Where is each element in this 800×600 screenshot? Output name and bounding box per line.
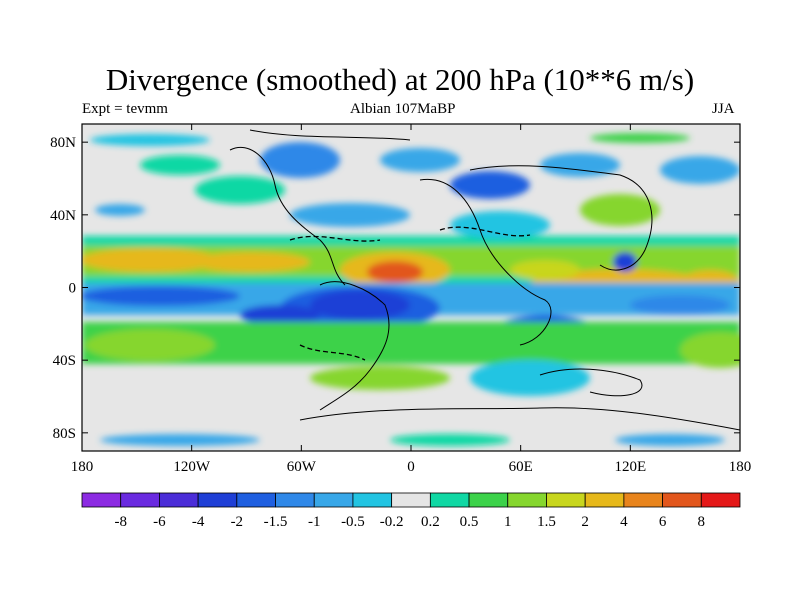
colorbar-label: -2 bbox=[231, 514, 244, 530]
coast-samerica bbox=[319, 281, 390, 411]
lon-label: 60W bbox=[287, 459, 317, 475]
colorbar-swatch bbox=[275, 492, 315, 508]
colorbar-label: -6 bbox=[153, 514, 166, 530]
field-nlat-b bbox=[590, 133, 690, 143]
lon-label: 120E bbox=[614, 459, 646, 475]
field-nmid-h bbox=[580, 194, 660, 226]
colorbar-swatch bbox=[159, 492, 199, 508]
coast-eurasia bbox=[469, 165, 653, 271]
coast-africa bbox=[419, 178, 552, 346]
period-label: Albian 107MaBP bbox=[350, 101, 456, 117]
shelf-line-c bbox=[299, 344, 366, 361]
field-nmid-i bbox=[660, 156, 740, 184]
field-nlat-a bbox=[90, 134, 210, 146]
colorbar-label: -0.5 bbox=[341, 514, 365, 530]
shelf-lines bbox=[289, 226, 531, 361]
field-conv-westpac bbox=[630, 295, 730, 315]
colorbar-label: 2 bbox=[581, 514, 589, 530]
coast-antarctica bbox=[299, 407, 740, 431]
colorbar-swatch bbox=[584, 492, 625, 508]
colorbar-swatch bbox=[197, 492, 238, 508]
coast-arctic bbox=[249, 129, 411, 141]
colorbar-swatch bbox=[468, 492, 509, 508]
colorbar-swatch bbox=[700, 492, 741, 508]
colorbar-swatch bbox=[662, 492, 702, 508]
field-nmid-a bbox=[140, 155, 220, 175]
field-nmid-e bbox=[540, 153, 620, 177]
field-nmid-g bbox=[290, 203, 410, 227]
lon-label: 180 bbox=[71, 459, 94, 475]
coastlines bbox=[229, 129, 740, 431]
season-label: JJA bbox=[712, 101, 735, 117]
field-layer bbox=[82, 129, 740, 446]
experiment-label: Expt = tevmm bbox=[82, 101, 168, 117]
colorbar-label: -1.5 bbox=[264, 514, 288, 530]
field-itcz-pacific bbox=[82, 248, 220, 272]
latitude-axis: 80N 40N 0 40S 80S bbox=[50, 135, 740, 442]
field-ssub-a bbox=[85, 329, 215, 361]
colorbar-label: 8 bbox=[698, 514, 706, 530]
colorbar-swatch bbox=[507, 492, 547, 508]
field-slat-b bbox=[390, 434, 510, 446]
colorbar: -8 -6 -4 -2 -1.5 -1 -0.5 -0.2 0.2 0.5 1 1.5 2 4 6 8 bbox=[81, 492, 741, 530]
coast-namerica bbox=[229, 147, 346, 286]
field-conv-core-a bbox=[310, 290, 410, 320]
shelf-line-a bbox=[289, 235, 381, 242]
lon-label: 60E bbox=[509, 459, 533, 475]
field-nmid-k bbox=[613, 252, 637, 272]
colorbar-swatch bbox=[352, 492, 393, 508]
field-max-atlantic bbox=[367, 261, 423, 283]
lat-label: 40S bbox=[53, 353, 76, 369]
field-ssub-c bbox=[470, 360, 590, 396]
field-ssub-d bbox=[310, 366, 450, 390]
colorbar-label: -1 bbox=[308, 514, 321, 530]
colorbar-label: -4 bbox=[192, 514, 205, 530]
colorbar-label: -0.2 bbox=[380, 514, 404, 530]
colorbar-label: 0.2 bbox=[421, 514, 440, 530]
lat-label: 40N bbox=[50, 208, 76, 224]
colorbar-label: 1 bbox=[504, 514, 512, 530]
colorbar-swatch bbox=[623, 492, 663, 508]
colorbar-swatch bbox=[81, 492, 122, 508]
field-itcz-epacific bbox=[190, 252, 310, 272]
colorbar-label: 0.5 bbox=[460, 514, 479, 530]
colorbar-label: 1.5 bbox=[537, 514, 556, 530]
map-title: Divergence (smoothed) at 200 hPa (10**6 … bbox=[105, 62, 695, 97]
field-nmid-l bbox=[95, 204, 145, 216]
colorbar-swatch bbox=[120, 492, 160, 508]
field-nmid-j bbox=[450, 211, 550, 239]
colorbar-swatch bbox=[429, 492, 470, 508]
field-nmid-b bbox=[260, 142, 340, 178]
field-ssub-b bbox=[680, 332, 740, 368]
field-slat-a bbox=[100, 434, 260, 446]
field-itcz-africa bbox=[510, 260, 580, 280]
lat-label: 80S bbox=[53, 426, 76, 442]
lon-label: 120W bbox=[173, 459, 211, 475]
colorbar-swatch bbox=[546, 492, 586, 508]
colorbar-label: 4 bbox=[620, 514, 628, 530]
field-conv-pacific bbox=[82, 286, 240, 306]
lon-label: 180 bbox=[729, 459, 752, 475]
field-nmid-c bbox=[380, 148, 460, 172]
field-slat-c bbox=[615, 434, 725, 446]
lat-label: 80N bbox=[50, 135, 76, 151]
coast-australia bbox=[539, 368, 643, 397]
lon-label: 0 bbox=[407, 459, 415, 475]
field-nmid-d bbox=[450, 171, 530, 199]
colorbar-swatch bbox=[391, 492, 431, 508]
colorbar-label: -8 bbox=[114, 514, 127, 530]
colorbar-swatch bbox=[236, 492, 276, 508]
field-nmid-f bbox=[195, 176, 285, 204]
shelf-line-b bbox=[439, 226, 531, 237]
lat-label: 0 bbox=[69, 281, 77, 297]
colorbar-label: 6 bbox=[659, 514, 667, 530]
longitude-axis: 180 120W 60W 0 60E 120E 180 bbox=[71, 124, 752, 475]
field-conv-core-b bbox=[240, 305, 320, 325]
colorbar-swatch bbox=[313, 492, 354, 508]
